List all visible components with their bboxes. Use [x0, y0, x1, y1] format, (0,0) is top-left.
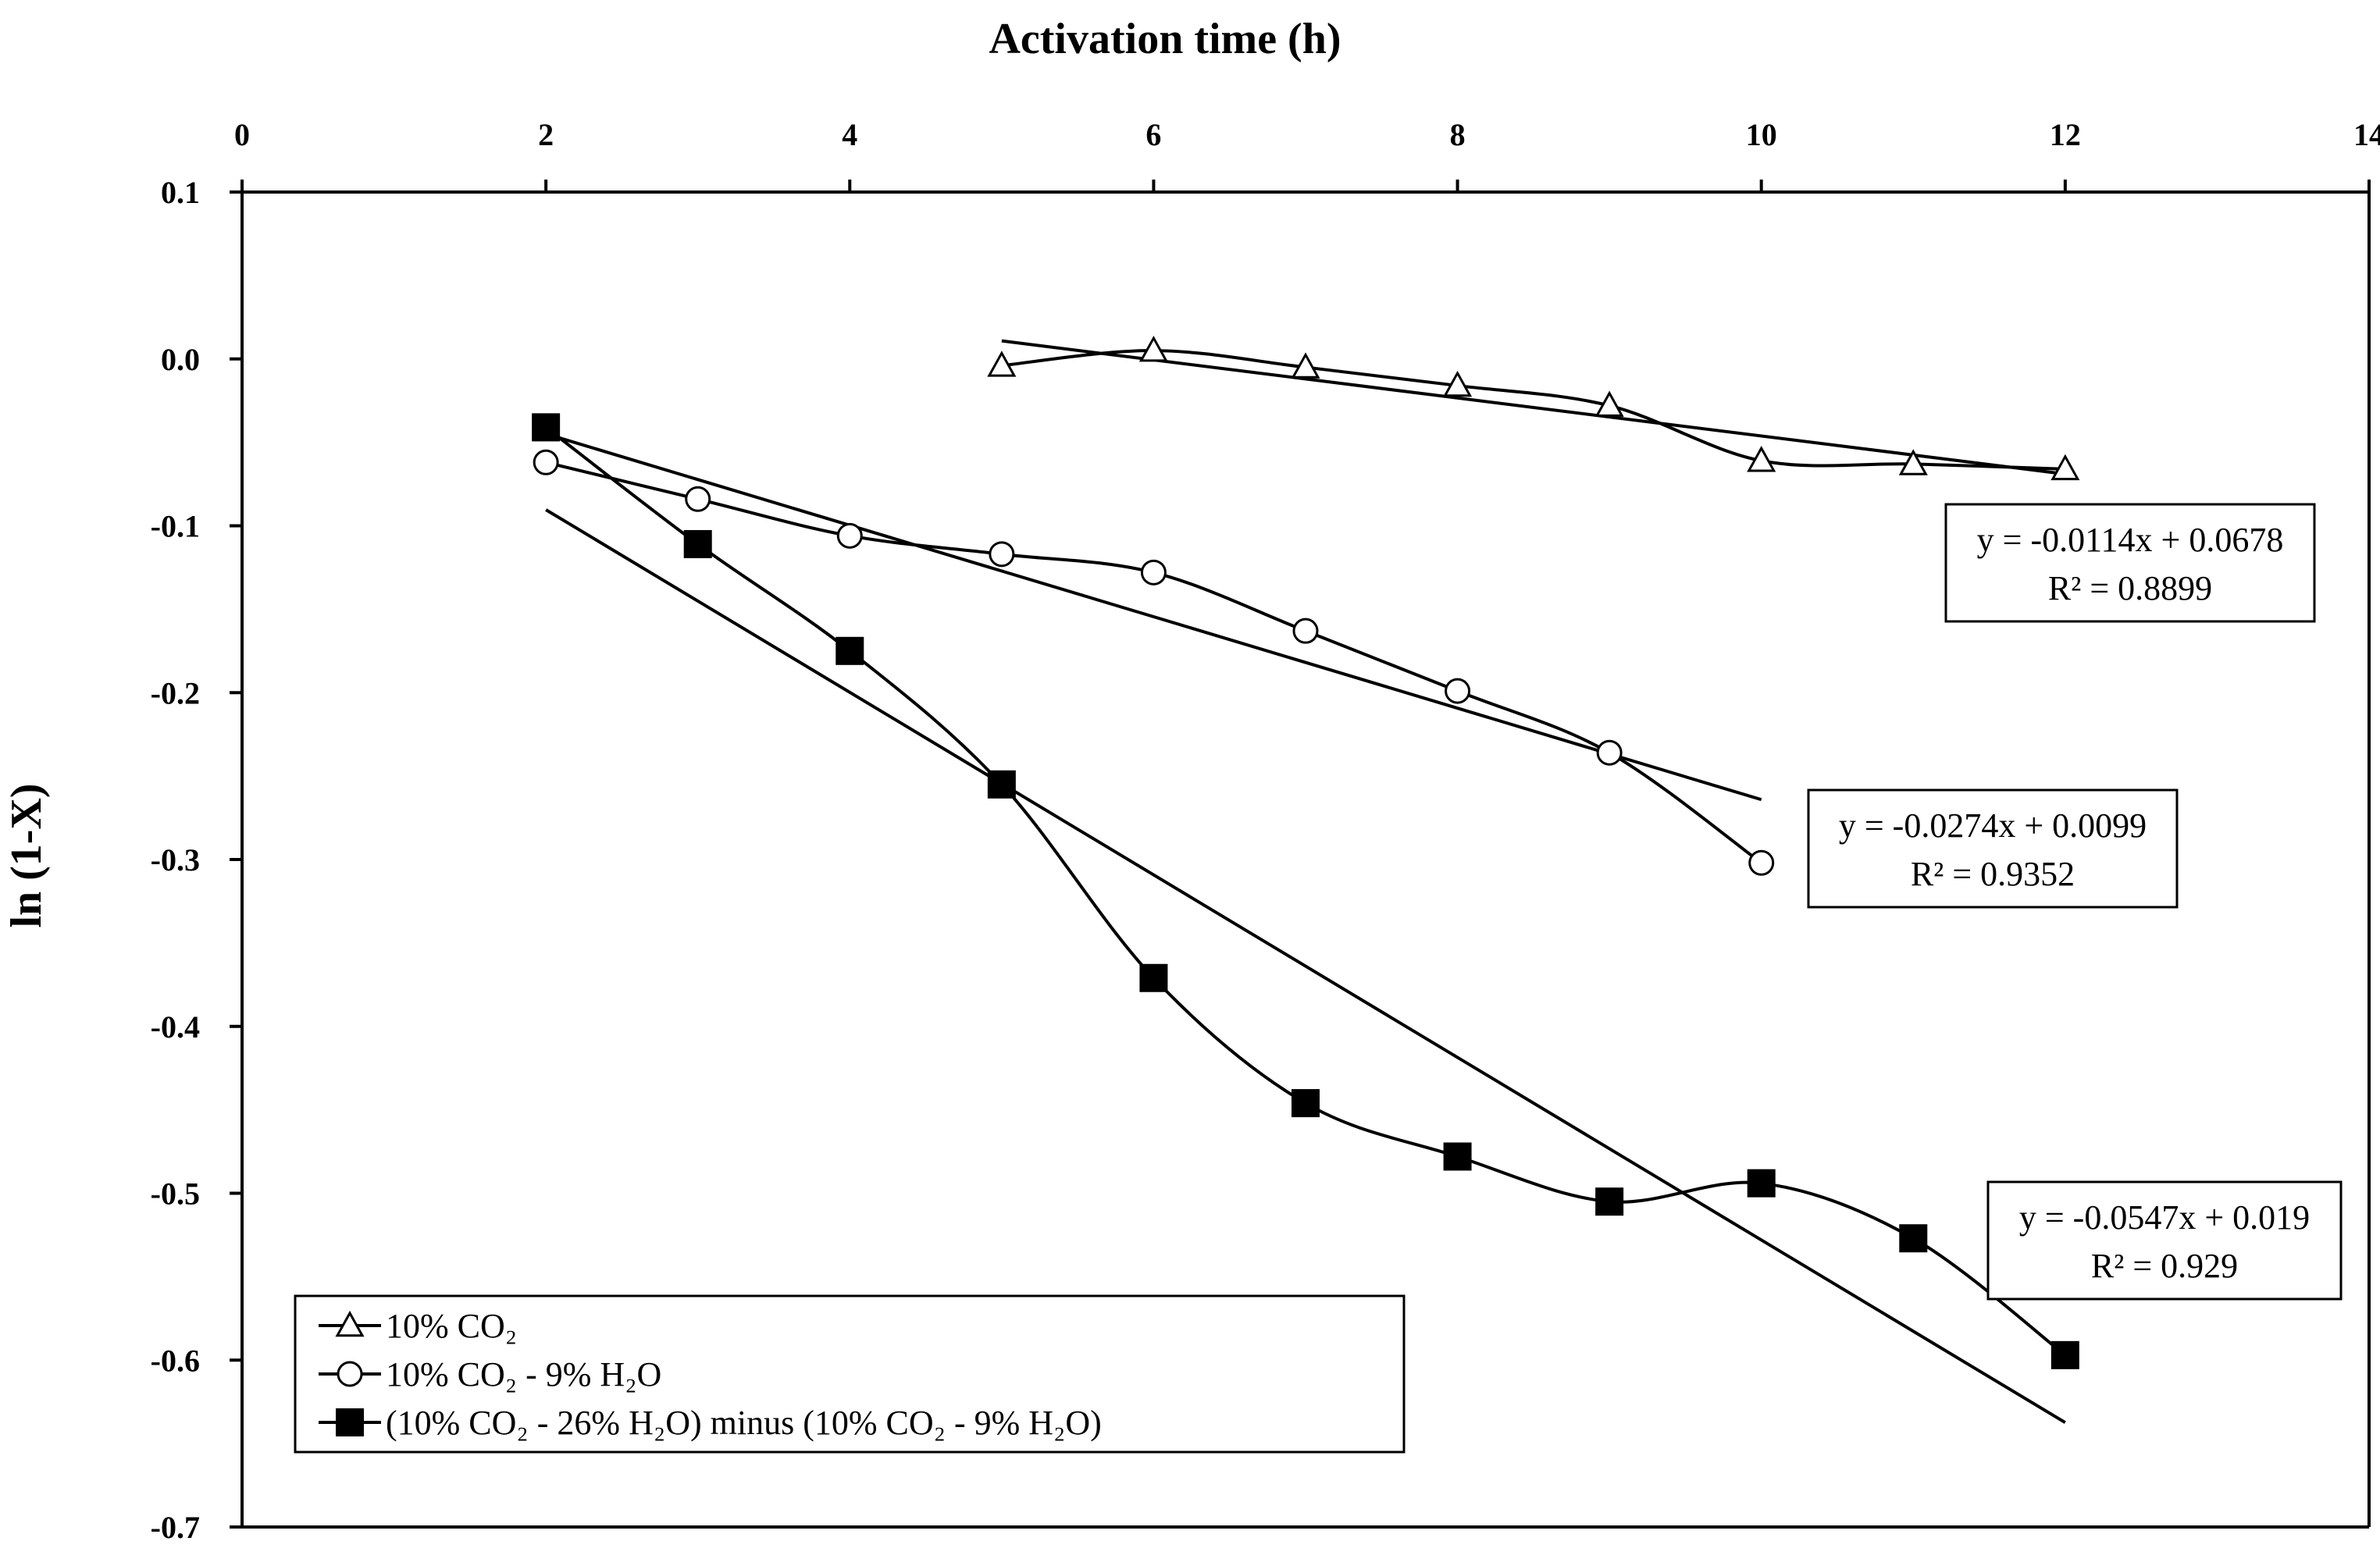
equation-box-frame: [1807, 788, 2179, 909]
legend: 10% CO₂ 10% CO₂ - 9% H₂O (10% CO₂ - 26% H₂…: [294, 1294, 1406, 1454]
x-tick-label: 0: [234, 117, 250, 152]
x-tick-label: 12: [2050, 117, 2081, 152]
x-tick-label: 8: [1450, 117, 1466, 152]
data-point-series-2: [836, 522, 863, 549]
data-point-series-1: [987, 351, 1017, 377]
y-tick-label: -0.1: [151, 509, 200, 544]
legend-label: (10% CO₂ - 26% H₂O) minus (10% CO₂ - 9% …: [386, 1404, 1102, 1442]
curve-series-1: [1001, 349, 2065, 471]
data-point-series-2: [989, 541, 1015, 568]
data-point-series-1: [1898, 449, 1928, 475]
r-squared-text: R² = 0.929: [2091, 1247, 2238, 1285]
y-tick-label: -0.5: [151, 1176, 200, 1212]
equation-box-series-2: y = -0.0274x + 0.0099 R² = 0.9352: [1807, 788, 2179, 909]
trendlines: [545, 339, 2066, 1424]
data-point-series-3: [1747, 1169, 1776, 1198]
equation-text: y = -0.0274x + 0.0099: [1839, 806, 2147, 845]
y-tick-label: 0.1: [161, 175, 200, 210]
y-tick-label: -0.6: [151, 1343, 200, 1378]
legend-entry-1: 10% CO₂: [319, 1307, 517, 1345]
legend-marker: [337, 1361, 363, 1387]
y-tick-label: -0.2: [151, 675, 200, 710]
data-point-series-3: [1292, 1089, 1320, 1118]
data-point-series-1: [1291, 352, 1320, 379]
data-point-series-2: [1140, 559, 1167, 586]
equation-text: y = -0.0547x + 0.019: [2019, 1198, 2310, 1237]
y-axis-title: ln (1-X): [2, 783, 51, 927]
curve-series-3: [544, 425, 2067, 1357]
data-point-series-1: [1138, 335, 1168, 362]
data-point-series-2: [1748, 849, 1775, 876]
data-point-series-1: [1747, 446, 1776, 472]
data-point-series-3: [987, 770, 1016, 799]
x-tick-label: 4: [842, 117, 857, 152]
equation-box-series-1: y = -0.0114x + 0.0678 R² = 0.8899: [1944, 503, 2316, 623]
r-squared-text: R² = 0.9352: [1911, 855, 2075, 893]
x-tick-label: 14: [2353, 117, 2380, 152]
equation-box-series-3: y = -0.0547x + 0.019 R² = 0.929: [1986, 1180, 2343, 1301]
legend-label: 10% CO₂: [386, 1307, 517, 1345]
equation-box-frame: [1944, 503, 2316, 623]
x-axis-title: Activation time (h): [989, 15, 1341, 63]
y-tick-label: -0.3: [151, 842, 200, 877]
data-point-series-3: [1899, 1224, 1928, 1253]
data-point-series-3: [532, 413, 561, 442]
data-point-series-3: [1139, 963, 1168, 992]
data-point-series-2: [685, 486, 711, 512]
axes: Activation time (h) ln (1-X) 0 2 4 6 8 10 12 14…: [2, 15, 2380, 1545]
data-point-series-1: [1594, 390, 1624, 417]
x-tick-label: 2: [538, 117, 554, 152]
data-point-series-3: [2050, 1340, 2079, 1369]
markers: [532, 335, 2080, 1369]
equation-box-frame: [1986, 1180, 2343, 1301]
r-squared-text: R² = 0.8899: [2048, 569, 2212, 607]
trendline-series-2: [545, 432, 1762, 802]
data-point-series-2: [533, 449, 559, 475]
data-point-series-2: [1445, 678, 1471, 704]
data-point-series-3: [835, 636, 864, 665]
data-point-series-3: [1595, 1187, 1624, 1216]
legend-marker: [336, 1408, 364, 1436]
equation-text: y = -0.0114x + 0.0678: [1977, 521, 2284, 559]
legend-marker: [335, 1310, 365, 1337]
data-point-series-1: [2050, 454, 2080, 481]
data-point-series-3: [1443, 1142, 1472, 1171]
data-point-series-2: [1596, 739, 1623, 766]
curve-series-2: [545, 461, 1762, 864]
x-tick-label: 10: [1746, 117, 1777, 152]
legend-label: 10% CO₂ - 9% H₂O: [386, 1355, 661, 1393]
legend-entry-2: 10% CO₂ - 9% H₂O: [319, 1355, 661, 1393]
legend-entry-3: (10% CO₂ - 26% H₂O) minus (10% CO₂ - 9% …: [319, 1404, 1102, 1442]
data-point-series-2: [1292, 618, 1319, 644]
data-point-series-1: [1443, 370, 1473, 397]
x-tick-label: 6: [1145, 117, 1161, 152]
y-tick-label: -0.4: [151, 1009, 200, 1045]
y-tick-label: -0.7: [151, 1510, 200, 1545]
legend-frame: [294, 1294, 1406, 1454]
trendline-series-3: [545, 508, 2066, 1424]
data-point-series-3: [683, 530, 712, 559]
trendline-series-1: [1001, 339, 2066, 476]
y-tick-label: 0.0: [161, 342, 200, 377]
